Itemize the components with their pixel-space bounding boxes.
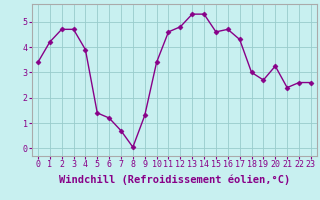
X-axis label: Windchill (Refroidissement éolien,°C): Windchill (Refroidissement éolien,°C) [59, 175, 290, 185]
